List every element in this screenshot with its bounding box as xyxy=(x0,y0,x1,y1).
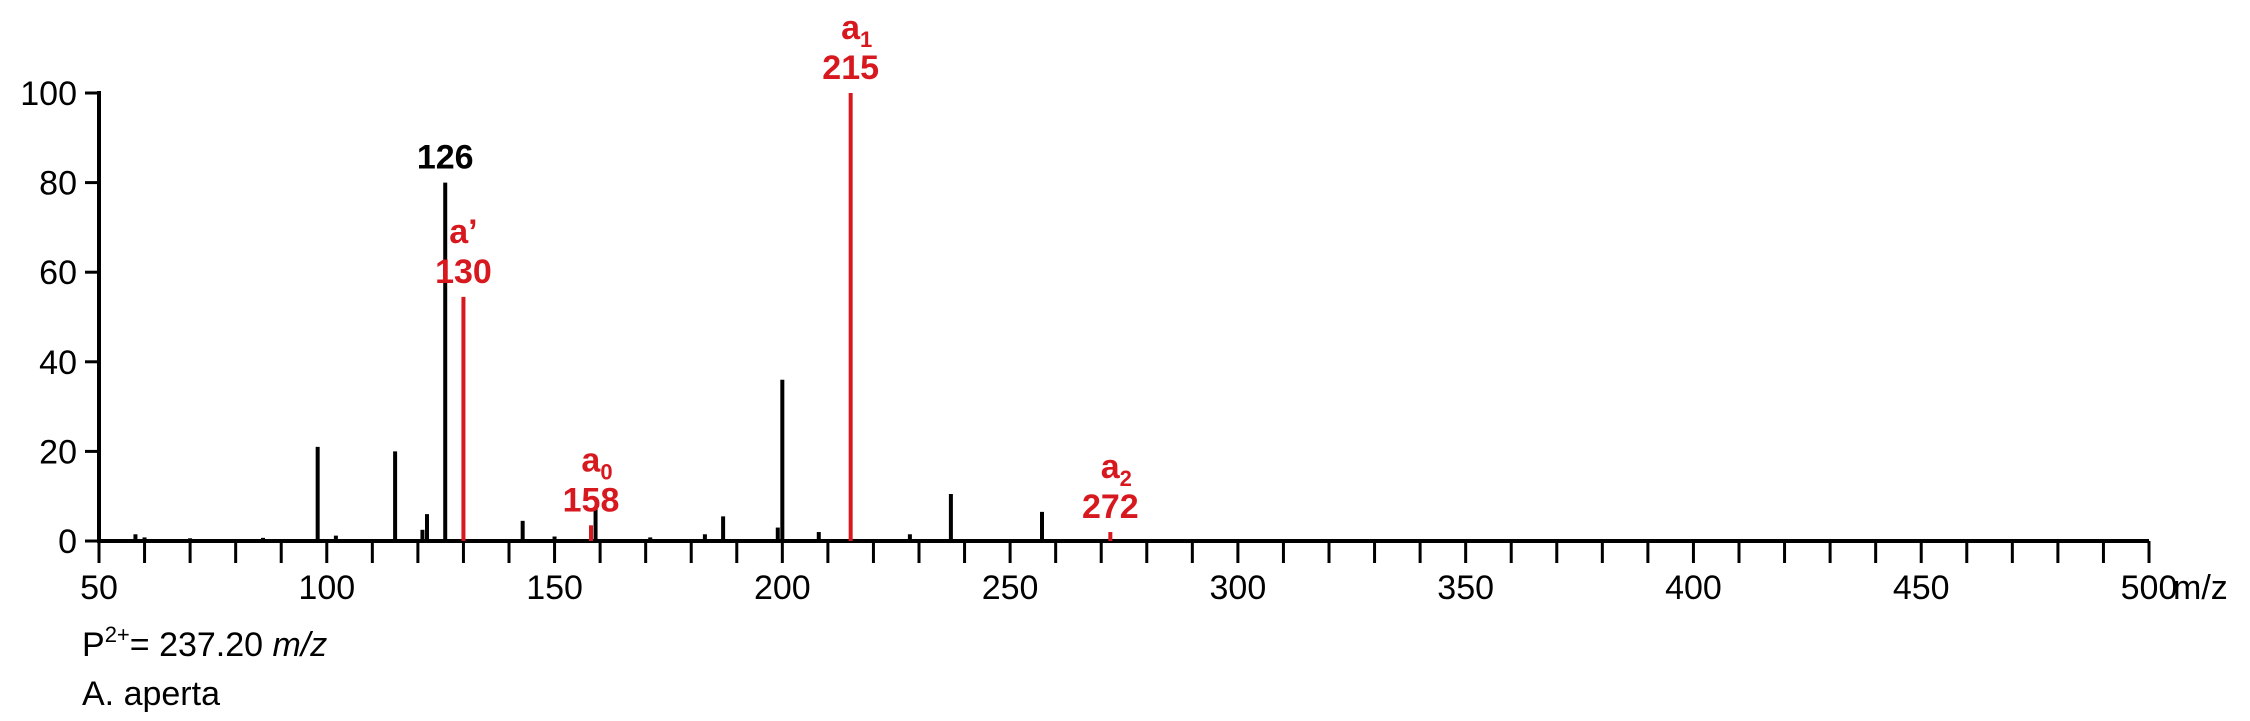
peak-annotation-label: a’ xyxy=(449,213,477,251)
peak-annotation-label: 130 xyxy=(435,253,492,291)
precursor-unit: m/z xyxy=(272,626,328,664)
x-tick-label: 350 xyxy=(1437,569,1494,607)
precursor-value: = 237.20 xyxy=(129,626,273,664)
y-tick-label: 100 xyxy=(20,75,77,113)
precursor-prefix: P xyxy=(82,626,105,664)
x-tick-label: 400 xyxy=(1665,569,1722,607)
y-tick-label: 40 xyxy=(39,344,77,382)
x-axis-label: m/z xyxy=(2173,569,2228,607)
y-tick-label: 60 xyxy=(39,254,77,292)
peak-annotation-label: a1 xyxy=(841,9,872,52)
x-tick-label: 300 xyxy=(1210,569,1267,607)
x-tick-label: 450 xyxy=(1893,569,1950,607)
y-tick-label: 0 xyxy=(58,523,77,561)
y-tick-label: 80 xyxy=(39,165,77,203)
peak-annotation-label: a2 xyxy=(1101,448,1132,491)
x-tick-label: 50 xyxy=(80,569,118,607)
peak-annotation-label: 126 xyxy=(417,139,474,177)
species-name: A. aperta xyxy=(82,675,220,713)
axes: 0 20 40 60 80 100 50 100 150 200 250 300 350 400 450 50… xyxy=(20,75,2228,607)
y-tick-label: 20 xyxy=(39,433,77,471)
peaks xyxy=(133,93,1113,541)
precursor-charge: 2+ xyxy=(104,622,130,647)
peak-annotation-label: 215 xyxy=(822,49,879,87)
x-tick-label: 250 xyxy=(982,569,1039,607)
peak-annotation-label: a0 xyxy=(581,441,612,484)
x-tick-label: 500 xyxy=(2121,569,2178,607)
precursor-info: P2+= 237.20 m/z xyxy=(82,624,328,665)
x-tick-label: 200 xyxy=(754,569,811,607)
x-tick-label: 150 xyxy=(526,569,583,607)
x-tick-label: 100 xyxy=(298,569,355,607)
peak-annotation-label: 158 xyxy=(563,481,620,519)
peak-annotation-label: 272 xyxy=(1082,488,1139,526)
